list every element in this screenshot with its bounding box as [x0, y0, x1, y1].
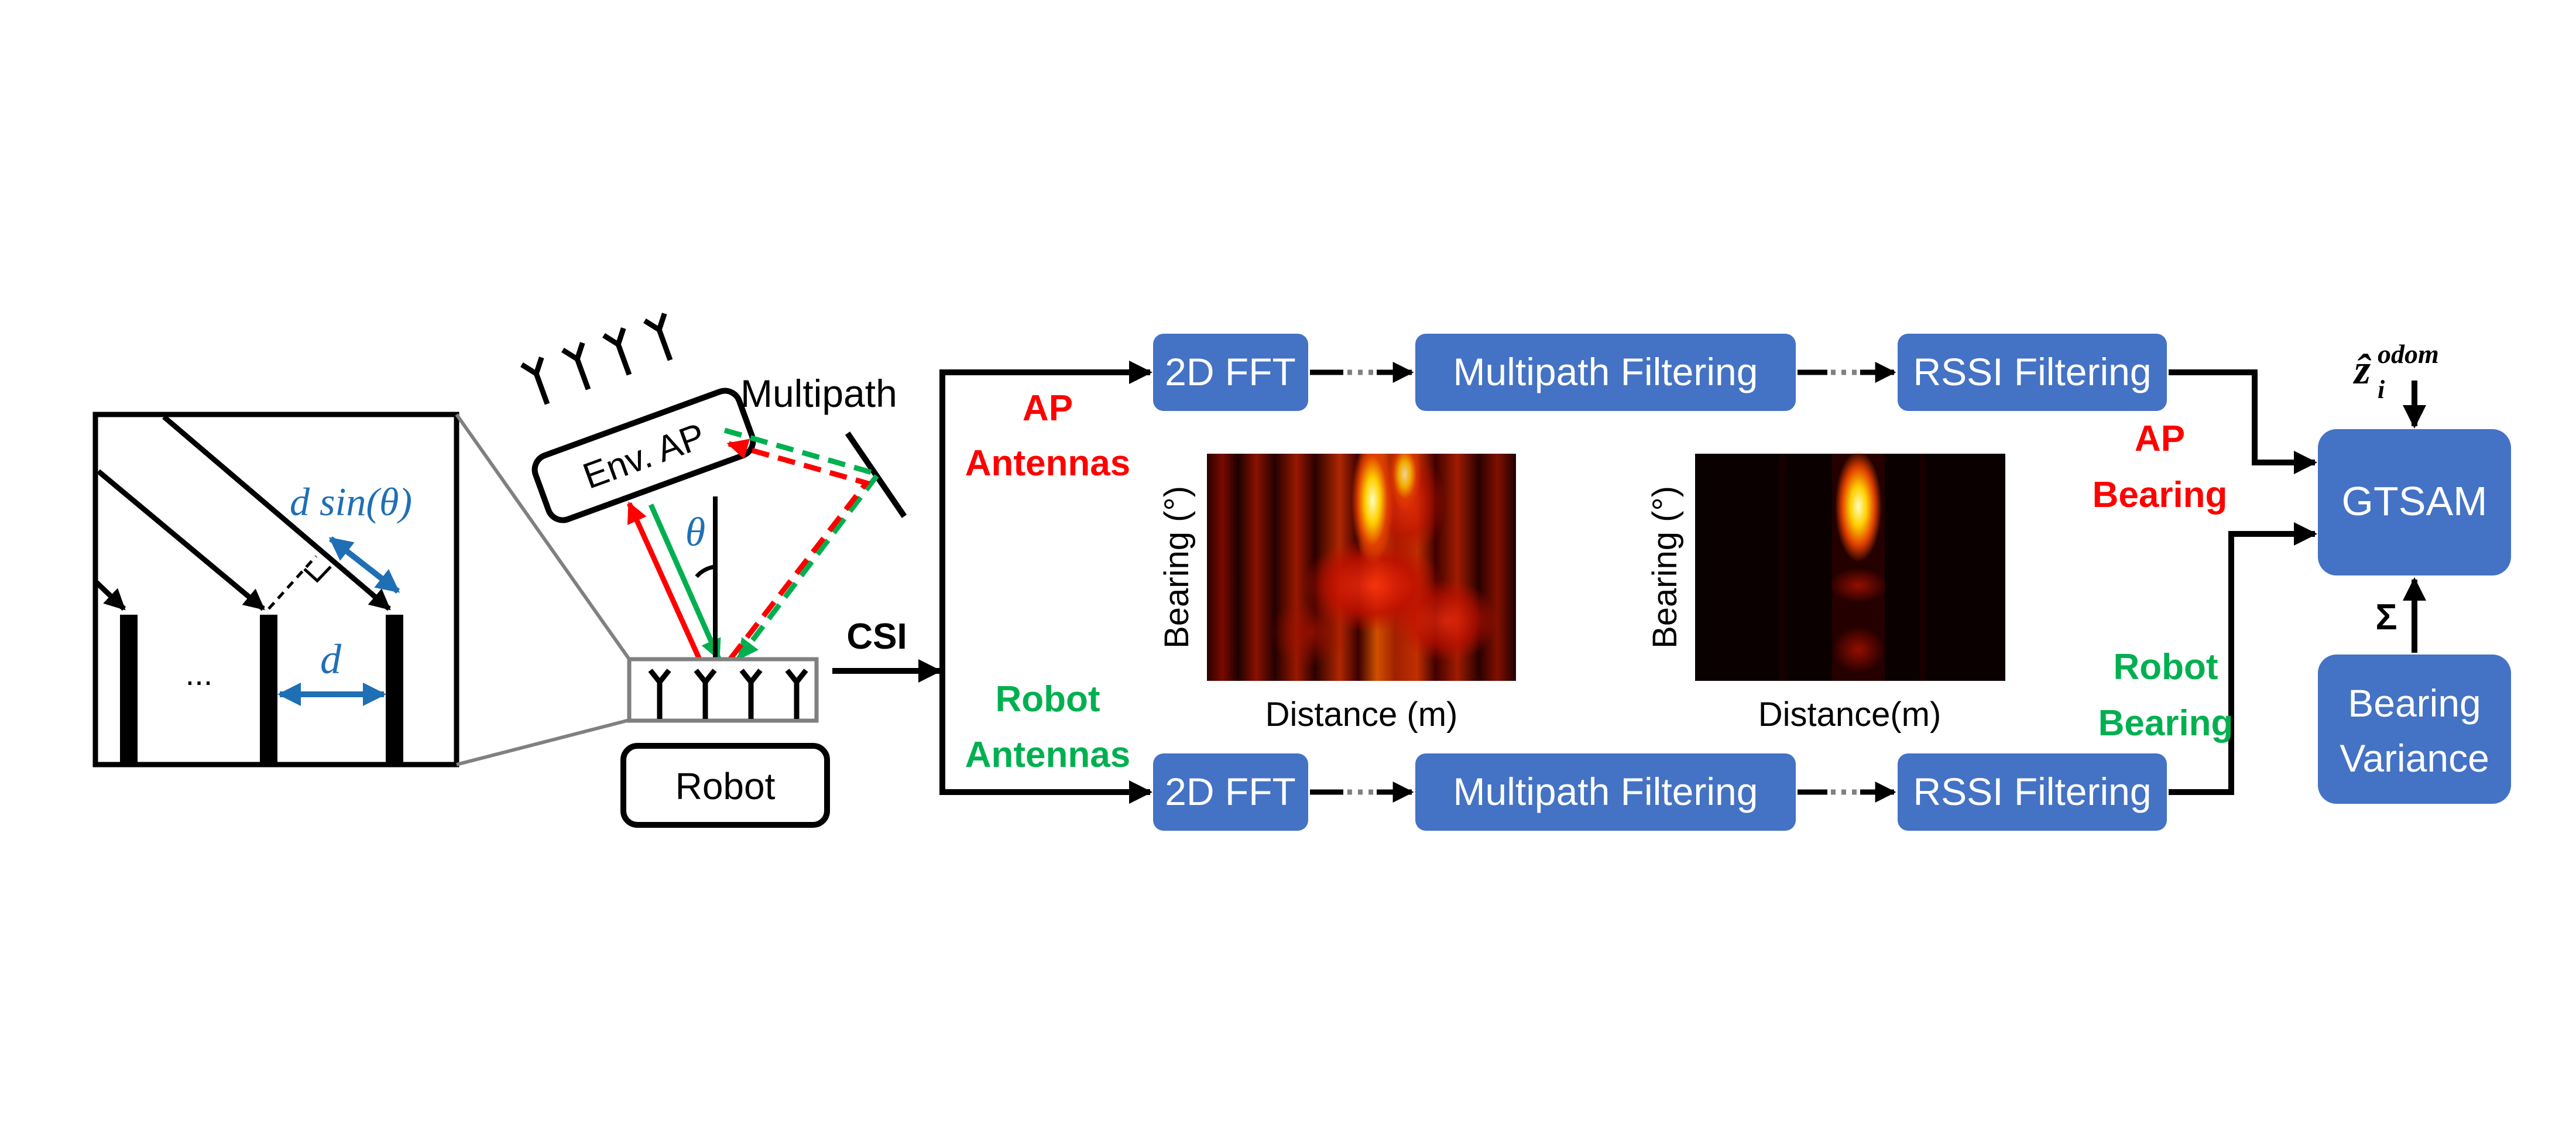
robot-multipath-box — [1415, 753, 1796, 831]
ap-antennas-label-1: AP — [1023, 388, 1073, 429]
heatmap-right-xlabel: Distance(m) — [1758, 695, 1942, 734]
robot-bearing-line — [2169, 522, 2317, 795]
d-label: d — [320, 636, 342, 683]
robot-box — [620, 743, 830, 828]
heatmap-before-filtering: Distance (m) Bearing (°) — [1158, 454, 1516, 734]
wave-arrow-1 — [94, 580, 126, 611]
reflector — [845, 431, 907, 518]
robot-bearing-label-1: Robot — [2113, 647, 2218, 687]
ap-bearing-line — [2169, 369, 2317, 474]
right-angle-mark — [303, 566, 332, 583]
heatmap-right-peak — [1835, 451, 1882, 562]
csi-label: CSI — [846, 616, 907, 657]
robot-bearing-label-2: Bearing — [2098, 703, 2234, 743]
heatmap-right-ylabel: Bearing (°) — [1646, 486, 1684, 649]
bearing-variance-label-2: Variance — [2340, 736, 2489, 780]
ap-multipath-label: Multipath Filtering — [1453, 350, 1758, 393]
odom-superscript: odom — [2378, 339, 2439, 369]
wave-arrow-2 — [97, 469, 265, 611]
scene: Env. AP Multipath θ Robot CSI — [520, 313, 942, 828]
zoom-line-bottom — [456, 718, 630, 766]
ap-fft-label: 2D FFT — [1165, 350, 1296, 393]
ap-branch-line — [939, 361, 1152, 671]
ap-bearing-label-2: Bearing — [2093, 475, 2228, 515]
env-ap-box: Env. AP — [531, 388, 756, 523]
dsin-label: d sin(θ) — [290, 479, 412, 524]
robot-branch-line — [939, 671, 1152, 804]
multipath-red — [726, 438, 871, 660]
inset-ellipsis: ... — [186, 655, 213, 692]
robot-antennas — [648, 669, 808, 719]
robot-antennas-label-2: Antennas — [965, 735, 1130, 775]
direct-path-red — [626, 501, 702, 660]
robot-label: Robot — [675, 765, 776, 807]
robot-antennas-label-1: Robot — [995, 679, 1100, 719]
dsin-arrow — [328, 536, 400, 594]
heatmap-after-filtering: Distance(m) Bearing (°) — [1646, 451, 2005, 734]
direct-path-green — [648, 503, 722, 661]
ap-row: 2D FFT Multipath Filtering RSSI Filterin… — [1153, 334, 2167, 411]
pipeline: AP Antennas Robot Antennas 2D FFT Multip… — [939, 334, 2317, 831]
heatmap-left-ylabel: Bearing (°) — [1158, 486, 1196, 649]
path-difference-dash — [267, 555, 317, 610]
ap-rssi-label: RSSI Filtering — [1913, 350, 2151, 393]
gtsam-label: GTSAM — [2342, 478, 2488, 524]
heatmap-left-peak — [1352, 454, 1394, 565]
robot-fft-label: 2D FFT — [1165, 770, 1296, 813]
ap-antennas-label-2: Antennas — [965, 443, 1130, 484]
heatmap-left-xlabel: Distance (m) — [1265, 695, 1458, 734]
ap-multipath-box — [1415, 334, 1796, 411]
antenna-spacing-inset: d sin(θ) d ... — [92, 412, 631, 767]
odom-subscript: i — [2378, 375, 2385, 404]
ap-bearing-label-1: AP — [2135, 419, 2185, 459]
robot-rssi-box — [1898, 753, 2167, 831]
odom-symbol: ẑ — [2352, 346, 2372, 393]
robot-row: 2D FFT Multipath Filtering RSSI Filterin… — [1153, 753, 2167, 831]
robot-multipath-label: Multipath Filtering — [1453, 770, 1758, 813]
robot-antenna-array — [627, 657, 819, 723]
multipath-label: Multipath — [740, 372, 897, 415]
theta-label: θ — [685, 510, 705, 555]
backend: GTSAM ẑ i odom Bearing Variance Σ — [2318, 339, 2511, 804]
ap-rssi-box — [1898, 334, 2167, 411]
zoom-line-top — [455, 413, 631, 660]
multipath-green — [723, 427, 883, 660]
robot-rssi-label: RSSI Filtering — [1913, 770, 2151, 813]
theta-arc — [695, 564, 716, 578]
env-ap-antennas — [520, 313, 673, 405]
robot-fft-box — [1153, 753, 1308, 831]
gtsam-box — [2318, 429, 2511, 575]
bearing-variance-box — [2318, 655, 2511, 804]
sigma-label: Σ — [2375, 597, 2397, 638]
ap-fft-box — [1153, 334, 1308, 411]
bearing-variance-label-1: Bearing — [2348, 681, 2481, 725]
